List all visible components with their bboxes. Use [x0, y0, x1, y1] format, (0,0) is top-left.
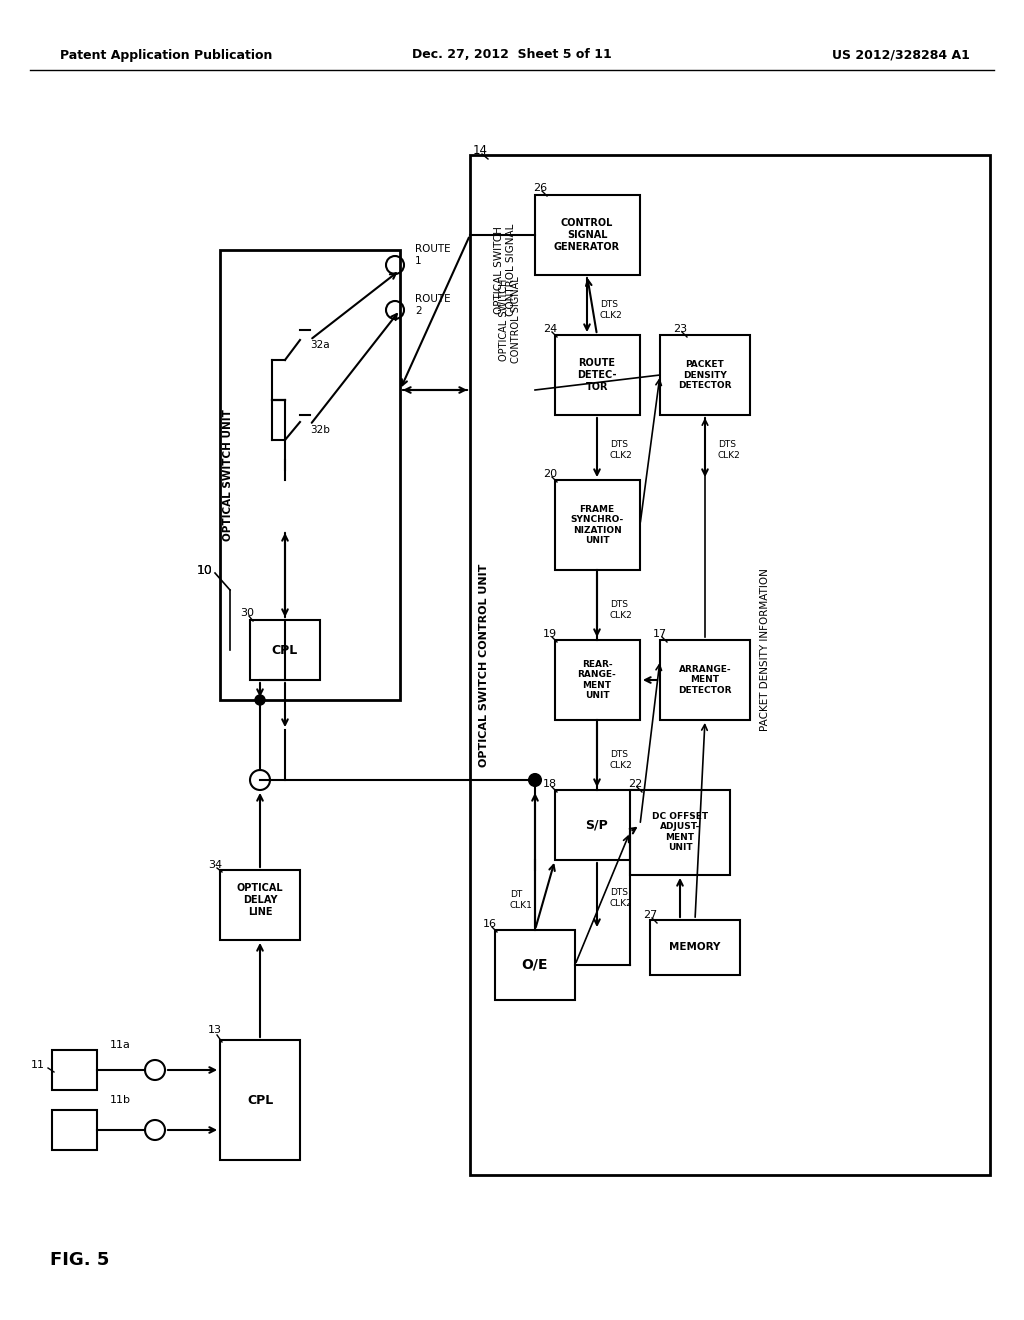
Text: 11b: 11b [110, 1096, 130, 1105]
Text: DT
CLK1: DT CLK1 [510, 890, 532, 909]
Bar [630, 789, 730, 875]
Text: 23: 23 [673, 323, 687, 334]
Text: DTS
CLK2: DTS CLK2 [610, 601, 633, 619]
Text: ROUTE
DETEC-
TOR: ROUTE DETEC- TOR [578, 359, 616, 392]
Text: DTS
CLK2: DTS CLK2 [718, 441, 740, 459]
Text: DTS
CLK2: DTS CLK2 [610, 750, 633, 770]
Text: 13: 13 [208, 1026, 222, 1035]
Text: OPTICAL SWITCH CONTROL UNIT: OPTICAL SWITCH CONTROL UNIT [479, 564, 489, 767]
Bar [650, 920, 740, 975]
Text: CPL: CPL [272, 644, 298, 656]
Circle shape [529, 774, 541, 785]
Bar [495, 931, 575, 1001]
Text: 19: 19 [543, 630, 557, 639]
Text: Dec. 27, 2012  Sheet 5 of 11: Dec. 27, 2012 Sheet 5 of 11 [412, 49, 612, 62]
Text: ROUTE
2: ROUTE 2 [415, 294, 451, 315]
Text: 30: 30 [240, 609, 254, 618]
Text: 16: 16 [483, 919, 497, 929]
Bar [250, 620, 319, 680]
Text: US 2012/328284 A1: US 2012/328284 A1 [833, 49, 970, 62]
Text: OPTICAL
DELAY
LINE: OPTICAL DELAY LINE [237, 883, 284, 916]
Text: PACKET DENSITY INFORMATION: PACKET DENSITY INFORMATION [760, 569, 770, 731]
Text: O/E: O/E [522, 958, 548, 972]
Text: 11: 11 [31, 1060, 45, 1071]
Text: DTS
CLK2: DTS CLK2 [610, 888, 633, 908]
Text: OPTICAL SWITCH
CONTROL SIGNAL: OPTICAL SWITCH CONTROL SIGNAL [500, 277, 521, 363]
Text: ROUTE
1: ROUTE 1 [415, 244, 451, 265]
Text: PACKET
DENSITY
DETECTOR: PACKET DENSITY DETECTOR [678, 360, 732, 389]
Text: 18: 18 [543, 779, 557, 789]
Text: 34: 34 [208, 861, 222, 870]
Text: S/P: S/P [586, 818, 608, 832]
Bar [555, 480, 640, 570]
Text: FRAME
SYNCHRO-
NIZATION
UNIT: FRAME SYNCHRO- NIZATION UNIT [570, 504, 624, 545]
Bar [535, 195, 640, 275]
Bar [555, 640, 640, 719]
Text: FIG. 5: FIG. 5 [50, 1251, 110, 1269]
Bar [220, 870, 300, 940]
Text: OPTICAL SWITCH
CONTROL SIGNAL: OPTICAL SWITCH CONTROL SIGNAL [495, 224, 516, 317]
Bar [220, 249, 400, 700]
Text: 17: 17 [653, 630, 667, 639]
Bar [470, 154, 990, 1175]
Text: 27: 27 [643, 909, 657, 920]
Text: 10: 10 [197, 564, 213, 577]
Text: 20: 20 [543, 469, 557, 479]
Text: ARRANGE-
MENT
DETECTOR: ARRANGE- MENT DETECTOR [678, 665, 732, 694]
Text: DC OFFSET
ADJUST-
MENT
UNIT: DC OFFSET ADJUST- MENT UNIT [652, 812, 708, 853]
Circle shape [255, 696, 265, 705]
Bar [52, 1110, 97, 1150]
Text: 22: 22 [628, 779, 642, 789]
Bar [52, 1049, 97, 1090]
Bar [660, 640, 750, 719]
Text: CONTROL
SIGNAL
GENERATOR: CONTROL SIGNAL GENERATOR [554, 218, 621, 252]
Bar [555, 335, 640, 414]
Text: 10: 10 [197, 564, 213, 577]
Text: 14: 14 [472, 144, 487, 157]
Text: 26: 26 [532, 183, 547, 193]
Bar [555, 789, 640, 861]
Text: OPTICAL SWITCH UNIT: OPTICAL SWITCH UNIT [223, 409, 233, 541]
Text: Patent Application Publication: Patent Application Publication [60, 49, 272, 62]
Text: 11a: 11a [110, 1040, 130, 1049]
Text: 32a: 32a [310, 341, 330, 350]
Text: DTS
CLK2: DTS CLK2 [610, 441, 633, 459]
Text: 24: 24 [543, 323, 557, 334]
Bar [660, 335, 750, 414]
Text: REAR-
RANGE-
MENT
UNIT: REAR- RANGE- MENT UNIT [578, 660, 616, 700]
Text: MEMORY: MEMORY [670, 942, 721, 952]
Text: 32b: 32b [310, 425, 330, 436]
Text: DTS
CLK2: DTS CLK2 [600, 300, 623, 319]
Bar [220, 1040, 300, 1160]
Text: CPL: CPL [247, 1093, 273, 1106]
